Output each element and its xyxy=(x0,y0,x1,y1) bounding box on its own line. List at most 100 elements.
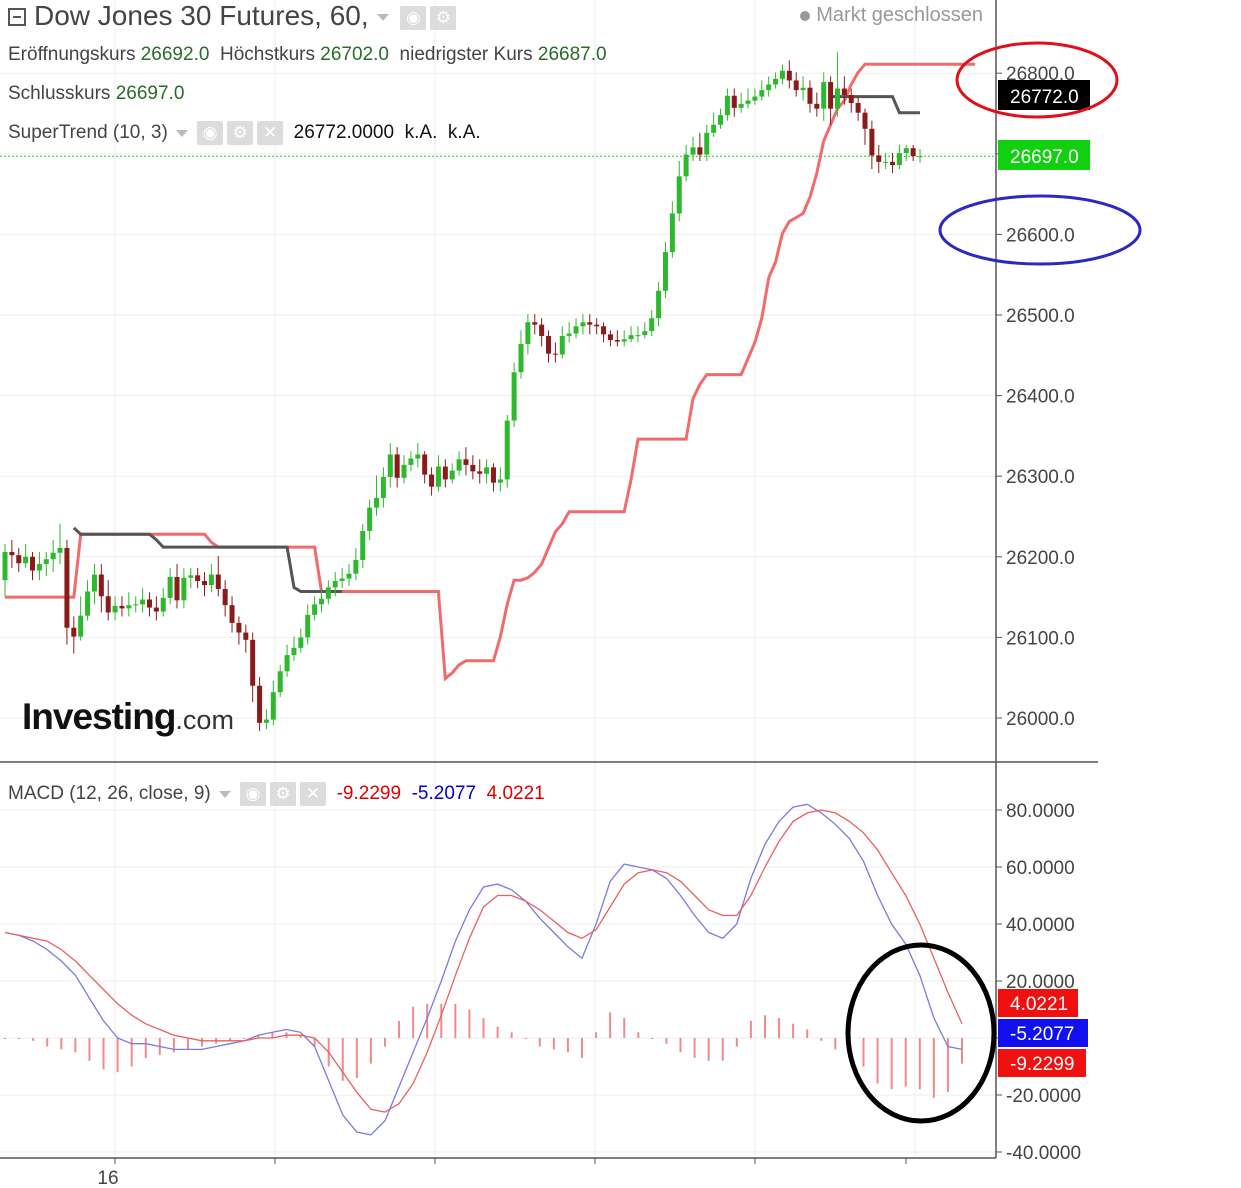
candle-body xyxy=(43,559,49,565)
candle-body xyxy=(731,95,737,108)
candle-body xyxy=(841,88,847,95)
price-tick-label: 26200.0 xyxy=(1006,548,1075,569)
candle-body xyxy=(504,420,510,480)
macd-hist-value: -9.2299 xyxy=(336,783,402,805)
candle-body xyxy=(614,339,620,342)
chevron-down-icon[interactable] xyxy=(376,14,389,22)
candle-body xyxy=(456,459,462,471)
macd-line-badge: -5.2077 xyxy=(1010,1024,1074,1045)
candle-body xyxy=(30,556,36,571)
macd-hist-badge: -9.2299 xyxy=(1010,1054,1074,1075)
candle-body xyxy=(497,479,503,483)
close-icon[interactable]: ✕ xyxy=(257,121,284,145)
candle-body xyxy=(442,466,448,480)
candle-body xyxy=(676,176,682,214)
candle-body xyxy=(697,147,703,155)
candle-body xyxy=(215,574,221,590)
gear-icon[interactable]: ⚙ xyxy=(270,782,297,806)
candle-body xyxy=(662,252,668,291)
close-value: 26697.0 xyxy=(115,83,185,104)
candle-body xyxy=(9,551,15,556)
candle-body xyxy=(415,454,421,459)
price-tick-label: 26600.0 xyxy=(1006,225,1075,246)
candle-body xyxy=(270,692,276,720)
candle-body xyxy=(380,477,386,498)
status-dot-icon xyxy=(800,11,811,21)
chevron-down-icon[interactable] xyxy=(218,790,231,798)
candle-body xyxy=(64,547,70,628)
candle-body xyxy=(532,322,538,325)
candle-body xyxy=(773,78,779,85)
supertrend-price-badge-bg xyxy=(998,80,1090,110)
market-status: Markt geschlossen xyxy=(800,4,983,27)
candle-body xyxy=(607,334,613,340)
supertrend-legend: SuperTrend (10, 3) ◉ ⚙ ✕ 26772.0000 k.A. k… xyxy=(8,121,481,145)
candle-body xyxy=(601,326,607,335)
macd-tick-label: 40.0000 xyxy=(1006,915,1075,936)
candle-body xyxy=(374,497,380,508)
candle-body xyxy=(594,324,600,327)
candle-body xyxy=(490,467,496,483)
candle-body xyxy=(869,128,875,156)
candle-body xyxy=(167,576,173,598)
gear-icon[interactable]: ⚙ xyxy=(227,121,254,145)
candle-body xyxy=(305,614,311,638)
candle-body xyxy=(896,152,902,166)
candle-body xyxy=(883,161,889,163)
candle-body xyxy=(800,87,806,91)
candle-body xyxy=(834,88,840,109)
candle-body xyxy=(202,580,208,586)
candle-body xyxy=(263,719,269,723)
candle-body xyxy=(559,335,565,355)
last-price-badge: 26697.0 xyxy=(1010,147,1079,168)
grid-lines xyxy=(0,0,996,1156)
macd-line-badge-bg xyxy=(998,1019,1088,1047)
candle-body xyxy=(738,103,744,108)
eye-icon[interactable]: ◉ xyxy=(400,5,427,30)
candle-body xyxy=(724,95,730,116)
macd-tick-label: 20.0000 xyxy=(1006,972,1075,993)
candle-body xyxy=(298,637,304,648)
candle-body xyxy=(903,148,909,153)
candle-body xyxy=(793,80,799,91)
collapse-icon[interactable] xyxy=(8,8,26,26)
eye-icon[interactable]: ◉ xyxy=(197,121,224,145)
chevron-down-icon[interactable] xyxy=(175,129,188,137)
investing-logo: Investing.com xyxy=(22,696,234,738)
candle-body xyxy=(718,115,724,125)
macd-tick-label: 60.0000 xyxy=(1006,858,1075,879)
supertrend-price-badge: 26772.0 xyxy=(1010,87,1079,108)
candle-body xyxy=(484,467,490,474)
price-tick-label: 26500.0 xyxy=(1006,306,1075,327)
candle-body xyxy=(814,103,820,109)
candle-body xyxy=(429,474,435,487)
candle-body xyxy=(587,322,593,325)
macd-tick-label: -20.0000 xyxy=(1006,1086,1081,1107)
logo-text: Investing xyxy=(22,696,176,737)
candle-body xyxy=(394,454,400,478)
candle-body xyxy=(112,605,118,613)
candle-body xyxy=(862,112,868,129)
close-icon[interactable]: ✕ xyxy=(300,782,327,806)
gear-icon[interactable]: ⚙ xyxy=(430,5,457,30)
candle-body xyxy=(160,597,166,612)
candle-body xyxy=(126,605,132,609)
candle-body xyxy=(387,454,393,478)
candle-body xyxy=(828,82,834,109)
candle-body xyxy=(318,598,324,605)
price-tick-label: 26400.0 xyxy=(1006,387,1075,408)
eye-icon[interactable]: ◉ xyxy=(240,782,267,806)
candle-body xyxy=(91,574,97,592)
candle-body xyxy=(105,596,111,613)
candle-body xyxy=(146,599,152,608)
macd-line xyxy=(4,803,963,1136)
candle-body xyxy=(821,82,827,109)
candle-body xyxy=(2,551,8,581)
supertrend-down-line xyxy=(830,95,920,115)
candle-body xyxy=(71,627,77,637)
supertrend-value: 26772.0000 xyxy=(293,122,395,144)
candle-body xyxy=(325,587,331,599)
candle-body xyxy=(642,331,648,336)
candle-body xyxy=(408,458,414,465)
